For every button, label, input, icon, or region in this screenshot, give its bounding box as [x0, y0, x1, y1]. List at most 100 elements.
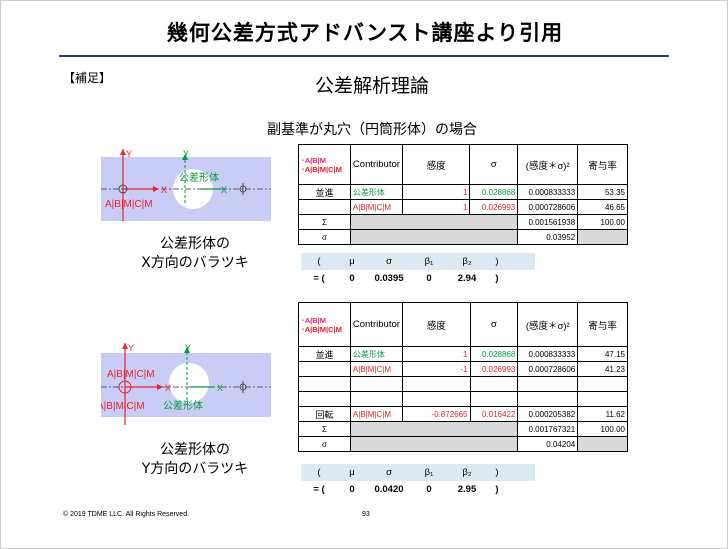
product: 0.000728606 — [517, 361, 579, 377]
feature-arrow — [182, 154, 188, 160]
feature-y-label: Y — [183, 149, 189, 159]
paren: ( — [317, 467, 321, 478]
diagram1-caption: 公差形体の X方向のバラツキ — [115, 235, 275, 273]
y-variation-diagram: Y Y X X 公差形体 A|B|M|C|M A|B|M|C|M — [101, 343, 271, 425]
sigma: 0.026993 — [469, 199, 519, 215]
feature-line: ･A|B|M — [301, 155, 327, 165]
feature-x-label: X — [217, 383, 223, 393]
paren: ) — [495, 467, 499, 478]
sum-contribution: 100.00 — [577, 421, 628, 437]
col-header: (感度＊σ)² — [517, 144, 579, 185]
sigma-label: σ — [386, 256, 392, 267]
sensitivity: 1 — [401, 346, 471, 362]
table-row — [298, 391, 628, 407]
sigma-label: σ — [386, 467, 392, 478]
empty-cell — [349, 376, 403, 392]
supplement-label: 【補足】 — [63, 71, 112, 85]
x-variation-diagram: Y Y X X 公差形体 A|B|M|C|M — [101, 149, 271, 221]
contributor: 公差形体 — [349, 184, 403, 200]
sum-row: Σ 0.001767321 100.00 — [298, 421, 628, 437]
beta2-label: β₂ — [462, 256, 472, 267]
caption-line: 公差形体の — [160, 236, 230, 252]
sigma: 0.026993 — [469, 361, 519, 377]
col-header: Contributor — [349, 144, 403, 185]
feature-line: ･A|B|M|C|M — [301, 324, 342, 334]
blank-cell — [577, 229, 628, 245]
page-number: 93 — [362, 511, 370, 518]
y-axis-label: Y — [126, 149, 132, 159]
empty-cell — [298, 391, 351, 407]
mu-label: μ — [349, 467, 355, 478]
sigma-value: 0.04204 — [517, 436, 579, 452]
contributor: A|B|M|C|M — [349, 199, 403, 215]
sigma-value: 0.0395 — [374, 273, 404, 284]
empty-cell — [469, 391, 519, 407]
col-header: 感度 — [401, 302, 471, 347]
caption-line: 公差形体の — [160, 442, 230, 458]
sensitivity: -0.872665 — [401, 406, 471, 422]
empty-cell — [469, 376, 519, 392]
blank-cell — [349, 214, 519, 230]
col-header: σ — [469, 302, 519, 347]
mu-label: μ — [349, 256, 355, 267]
empty-cell — [349, 391, 403, 407]
result-box-1: ( μ σ β₁ β₂ ) = ( 0 0.0395 0 2.94 ) — [301, 253, 535, 287]
beta1-label: β₁ — [424, 256, 434, 267]
y-arrow — [122, 343, 128, 349]
sigma-value: 0.0420 — [374, 484, 404, 495]
beta2-value: 2.94 — [457, 273, 477, 284]
product: 0.000728606 — [517, 199, 579, 215]
table-row: 並進 公差形体 1 0.028868 0.000833333 53.35 — [298, 184, 628, 200]
blank-cell — [349, 436, 519, 452]
empty-cell — [298, 376, 351, 392]
rotation-mark — [118, 380, 132, 394]
feature-label: 公差形体 — [179, 171, 219, 184]
frame-label-1: A|B|M|C|M — [107, 369, 155, 380]
col-header: 感度 — [401, 144, 471, 185]
blank-cell — [349, 229, 519, 245]
table-row: A|B|M|C|M -1 0.026993 0.000728606 41.23 — [298, 361, 628, 377]
table-row: 並進 公差形体 1 0.028868 0.000833333 47.15 — [298, 346, 628, 362]
blank-cell — [349, 421, 519, 437]
table-row — [298, 376, 628, 392]
paren: ( — [317, 256, 321, 267]
product: 0.000205382 — [517, 406, 579, 422]
contributor: A|B|M|C|M — [349, 361, 403, 377]
sigma-label: σ — [298, 229, 351, 245]
slide-title: 幾何公差方式アドバンスト講座より引用 — [166, 21, 564, 45]
sensitivity: -1 — [401, 361, 471, 377]
sum-label: Σ — [298, 214, 351, 230]
frame-label-2: A|B|M|C|M — [101, 401, 145, 412]
origin-mark — [118, 184, 128, 194]
hole-circle — [239, 185, 247, 193]
empty-cell — [577, 376, 628, 392]
y-axis-label: Y — [128, 343, 134, 353]
col-header: 寄与率 — [577, 144, 628, 185]
sum-contribution: 100.00 — [577, 214, 628, 230]
row-label — [298, 361, 351, 377]
contribution: 53.35 — [577, 184, 628, 200]
x-axis-label: X — [161, 185, 167, 195]
result-values: = ( 0 0.0420 0 2.95 ) — [301, 481, 535, 498]
table-row: A|B|M|C|M 1 0.026993 0.000728606 46.65 — [298, 199, 628, 215]
x-arrow — [157, 384, 163, 390]
product: 0.000833333 — [517, 184, 579, 200]
empty-cell — [401, 376, 471, 392]
x-axis-label: X — [165, 383, 171, 393]
sum-product: 0.001767321 — [517, 421, 579, 437]
row-label: 並進 — [298, 346, 351, 362]
feature-cell: ･A|B|M ･A|B|M|C|M — [298, 302, 351, 347]
result-box-2: ( μ σ β₁ β₂ ) = ( 0 0.0420 0 2.95 ) — [301, 464, 535, 498]
section-subheading: 副基準が丸穴（円筒形体）の場合 — [267, 122, 477, 138]
sensitivity: 1 — [401, 184, 471, 200]
sum-label: Σ — [298, 421, 351, 437]
col-header: 寄与率 — [577, 302, 628, 347]
sigma-label: σ — [298, 436, 351, 452]
equals: = ( — [313, 273, 325, 284]
table-row: 回転 A|B|M|C|M -0.872665 0.016422 0.000205… — [298, 406, 628, 422]
feature-arrow — [184, 347, 190, 353]
feature-x-label: X — [221, 185, 227, 195]
equals: = ( — [313, 484, 325, 495]
section-heading: 公差解析理論 — [314, 75, 429, 97]
